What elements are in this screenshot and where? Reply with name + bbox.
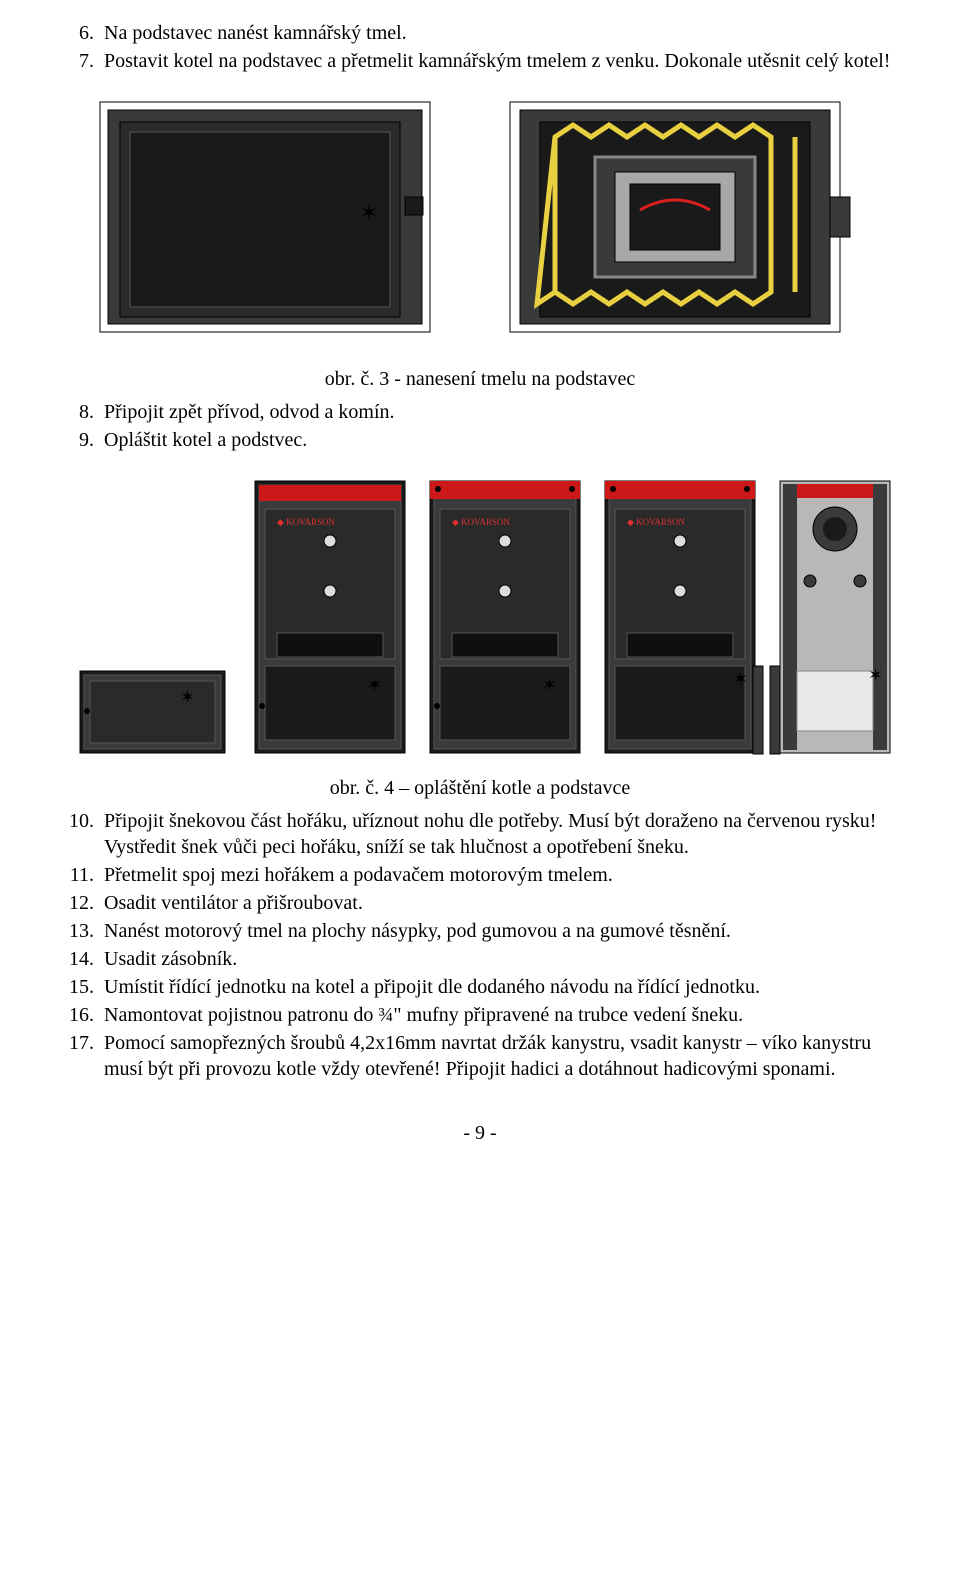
- list-number: 15.: [60, 974, 104, 1000]
- list-text: Osadit ventilátor a přišroubovat.: [104, 890, 900, 916]
- svg-text:✶: ✶: [542, 675, 557, 695]
- list-item: 17. Pomocí samopřezných šroubů 4,2x16mm …: [60, 1030, 900, 1082]
- svg-text:◆ KOVARSON: ◆ KOVARSON: [277, 517, 336, 527]
- figure-4-diagram: ✶ ◆ KOVARSON ✶ ◆ KOVARSO: [60, 471, 900, 761]
- figure-3-diagram: ✶: [70, 92, 890, 352]
- svg-text:✶: ✶: [367, 675, 382, 695]
- list-text: Opláštit kotel a podstvec.: [104, 427, 900, 453]
- list-number: 14.: [60, 946, 104, 972]
- list-text: Připojit šnekovou část hořáku, uříznout …: [104, 808, 900, 860]
- svg-text:✶: ✶: [360, 200, 378, 225]
- list-item: 12. Osadit ventilátor a přišroubovat.: [60, 890, 900, 916]
- list-item: 7. Postavit kotel na podstavec a přetmel…: [60, 48, 900, 74]
- svg-text:◆ KOVARSON: ◆ KOVARSON: [452, 517, 511, 527]
- list-item: 13. Nanést motorový tmel na plochy násyp…: [60, 918, 900, 944]
- list-item: 16. Namontovat pojistnou patronu do ¾" m…: [60, 1002, 900, 1028]
- list-text: Namontovat pojistnou patronu do ¾" mufny…: [104, 1002, 900, 1028]
- svg-text:✶: ✶: [868, 665, 883, 685]
- list-text: Umístit řídící jednotku na kotel a připo…: [104, 974, 900, 1000]
- list-text: Postavit kotel na podstavec a přetmelit …: [104, 48, 900, 74]
- svg-text:✶: ✶: [180, 687, 195, 707]
- list-number: 16.: [60, 1002, 104, 1028]
- list-item: 6. Na podstavec nanést kamnářský tmel.: [60, 20, 900, 46]
- list-number: 10.: [60, 808, 104, 860]
- list-number: 11.: [60, 862, 104, 888]
- list-number: 8.: [60, 399, 104, 425]
- list-item: 14. Usadit zásobník.: [60, 946, 900, 972]
- svg-text:✶: ✶: [733, 669, 748, 689]
- list-item: 10. Připojit šnekovou část hořáku, uřízn…: [60, 808, 900, 860]
- list-item: 8. Připojit zpět přívod, odvod a komín.: [60, 399, 900, 425]
- instruction-list-2: 8. Připojit zpět přívod, odvod a komín. …: [60, 399, 900, 453]
- svg-text:◆ KOVARSON: ◆ KOVARSON: [627, 517, 686, 527]
- list-number: 17.: [60, 1030, 104, 1082]
- figure-4-caption: obr. č. 4 – opláštění kotle a podstavce: [60, 777, 900, 800]
- list-text: Připojit zpět přívod, odvod a komín.: [104, 399, 900, 425]
- list-number: 7.: [60, 48, 104, 74]
- instruction-list-1: 6. Na podstavec nanést kamnářský tmel. 7…: [60, 20, 900, 74]
- list-text: Usadit zásobník.: [104, 946, 900, 972]
- list-text: Nanést motorový tmel na plochy násypky, …: [104, 918, 900, 944]
- instruction-list-3: 10. Připojit šnekovou část hořáku, uřízn…: [60, 808, 900, 1082]
- list-item: 9. Opláštit kotel a podstvec.: [60, 427, 900, 453]
- list-item: 15. Umístit řídící jednotku na kotel a p…: [60, 974, 900, 1000]
- list-text: Pomocí samopřezných šroubů 4,2x16mm navr…: [104, 1030, 900, 1082]
- figure-3-caption: obr. č. 3 - nanesení tmelu na podstavec: [60, 368, 900, 391]
- page-number: - 9 -: [60, 1122, 900, 1145]
- list-number: 6.: [60, 20, 104, 46]
- list-number: 9.: [60, 427, 104, 453]
- list-item: 11. Přetmelit spoj mezi hořákem a podava…: [60, 862, 900, 888]
- list-text: Přetmelit spoj mezi hořákem a podavačem …: [104, 862, 900, 888]
- pedestal-unit: ✶: [80, 671, 225, 753]
- list-text: Na podstavec nanést kamnářský tmel.: [104, 20, 900, 46]
- list-number: 13.: [60, 918, 104, 944]
- list-number: 12.: [60, 890, 104, 916]
